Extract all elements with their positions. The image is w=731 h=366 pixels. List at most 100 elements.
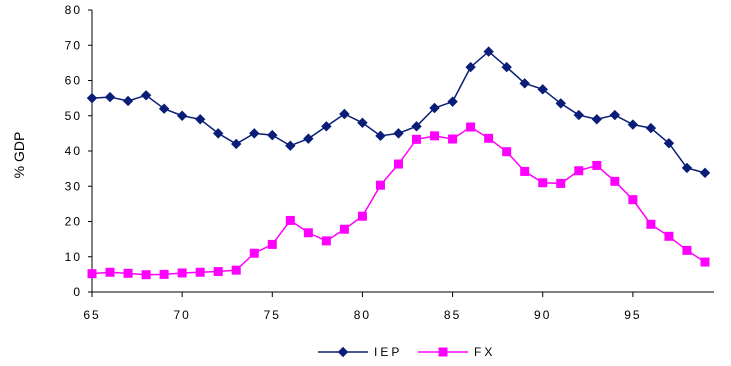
data-point-iep [465,61,476,73]
data-point-fx [195,267,205,277]
data-point-iep [699,167,711,179]
data-point-fx [610,176,620,186]
y-tick-label: 40 [65,144,82,158]
legend-label-fx: FX [474,345,495,359]
data-point-iep [483,46,494,57]
data-point-fx [556,178,566,188]
x-tick-label: 75 [264,308,281,322]
y-tick-label: 50 [65,109,82,123]
x-tick-label: 90 [534,308,551,322]
data-point-fx [412,134,422,144]
x-tick-label: 85 [444,308,461,322]
y-tick-label: 20 [65,215,82,229]
data-point-fx [592,160,602,170]
data-point-iep [681,162,693,174]
data-point-iep [375,130,386,142]
legend-marker-iep [337,346,349,358]
data-point-fx [177,268,187,278]
data-point-fx [700,257,710,267]
data-point-iep [231,138,242,150]
data-point-iep [104,91,116,103]
data-point-fx [448,134,458,144]
data-point-iep [285,140,296,151]
data-point-fx [249,248,259,258]
series-line-fx [91,126,706,276]
legend-label-iep: IEP [374,345,402,359]
y-axis: 0 10 20 30 40 50 60 70 80 [65,3,93,299]
data-point-fx [520,166,530,176]
data-point-iep [591,114,603,125]
data-point-fx [466,122,476,132]
data-point-iep [393,128,404,139]
y-tick-label: 60 [65,74,82,88]
series-iep [86,46,711,179]
data-point-iep [321,121,332,132]
data-point-fx [159,269,169,279]
y-tick-label: 30 [65,179,82,193]
x-tick-label: 65 [83,308,100,322]
data-point-iep [411,121,422,132]
data-point-fx [213,267,223,277]
data-point-fx [484,133,494,143]
data-point-fx [231,265,241,275]
data-point-fx [393,159,403,169]
data-point-iep [86,92,98,104]
data-point-iep [537,84,548,95]
data-point-iep [609,109,621,121]
data-point-fx [267,239,277,249]
data-point-fx [285,215,295,225]
data-point-iep [339,108,350,120]
x-tick-label: 80 [354,308,371,322]
data-point-fx [375,180,385,190]
x-tick-label: 95 [624,308,641,322]
data-point-iep [357,117,368,129]
data-point-fx [303,228,313,238]
data-point-fx [339,224,349,234]
y-tick-label: 10 [65,250,82,264]
data-point-iep [122,95,134,107]
legend: IEP FX [318,345,495,359]
x-axis: 65 70 75 80 85 90 95 [83,291,714,322]
data-point-iep [176,110,188,121]
series-fx [87,122,710,280]
data-point-fx [430,131,440,141]
data-point-iep [212,128,224,139]
data-point-iep [573,109,584,121]
data-point-fx [538,178,548,188]
data-point-iep [519,78,530,89]
data-point-iep [645,122,657,134]
data-point-iep [447,96,458,107]
series-layer [86,46,711,280]
data-point-fx [502,147,512,157]
legend-marker-fx [438,347,448,357]
data-point-fx [646,219,656,229]
data-point-iep [627,119,639,130]
data-point-iep [140,90,152,101]
data-point-fx [321,236,331,246]
data-point-fx [87,269,97,279]
data-point-iep [663,138,675,149]
data-point-iep [303,133,314,144]
data-point-iep [429,102,440,114]
data-point-fx [664,231,674,241]
data-point-iep [267,129,278,141]
data-point-fx [574,166,584,176]
y-tick-label: 0 [73,285,82,299]
data-point-fx [123,268,133,278]
data-point-fx [105,267,115,277]
data-point-iep [194,114,206,125]
legend-item-iep: IEP [318,345,402,359]
legend-item-fx: FX [418,345,495,359]
data-point-iep [249,128,260,139]
y-tick-label: 70 [65,38,82,52]
data-point-fx [357,211,367,221]
x-tick-label: 70 [173,308,190,322]
data-point-fx [141,270,151,280]
data-point-iep [555,98,566,109]
data-point-fx [682,245,692,255]
data-point-fx [628,195,638,205]
data-point-iep [501,61,512,73]
y-axis-title: % GDP [11,132,27,179]
data-point-iep [158,103,170,114]
